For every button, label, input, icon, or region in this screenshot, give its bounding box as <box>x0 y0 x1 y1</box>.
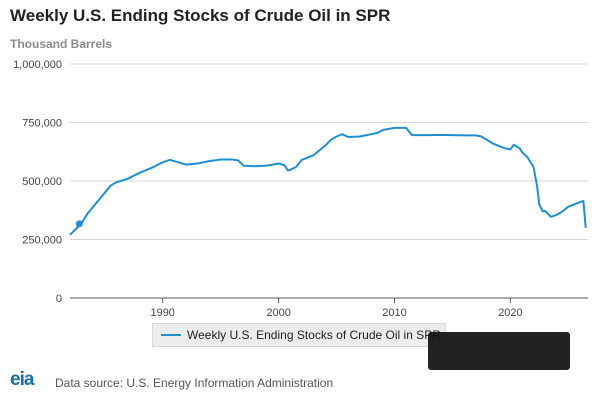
eia-logo: eia <box>10 369 34 390</box>
y-tick-label: 250,000 <box>22 235 62 247</box>
legend-label: Weekly U.S. Ending Stocks of Crude Oil i… <box>187 328 441 342</box>
y-tick-label: 500,000 <box>22 176 62 188</box>
legend-swatch <box>161 334 181 336</box>
y-axis-ticks: 0 250,000 500,000 750,000 1,000,000 <box>13 59 62 305</box>
x-tick-label: 2020 <box>498 307 522 319</box>
y-tick-label: 750,000 <box>22 118 62 130</box>
x-axis-ticks: 1990 2000 2010 2020 <box>150 298 523 319</box>
x-tick-label: 2010 <box>382 307 406 319</box>
series-line-spr-stocks <box>69 126 587 236</box>
gridlines <box>70 63 588 240</box>
y-tick-label: 0 <box>56 293 62 305</box>
series-marker-point <box>75 220 83 228</box>
x-tick-label: 1990 <box>150 307 174 319</box>
y-tick-label: 1,000,000 <box>13 59 62 71</box>
chart-title: Weekly U.S. Ending Stocks of Crude Oil i… <box>10 6 391 25</box>
x-tick-label: 2000 <box>266 307 290 319</box>
watermark-logo <box>428 332 570 370</box>
legend[interactable]: Weekly U.S. Ending Stocks of Crude Oil i… <box>152 323 446 347</box>
data-source-text: Data source: U.S. Energy Information Adm… <box>55 376 334 390</box>
y-axis-units: Thousand Barrels <box>10 37 113 51</box>
